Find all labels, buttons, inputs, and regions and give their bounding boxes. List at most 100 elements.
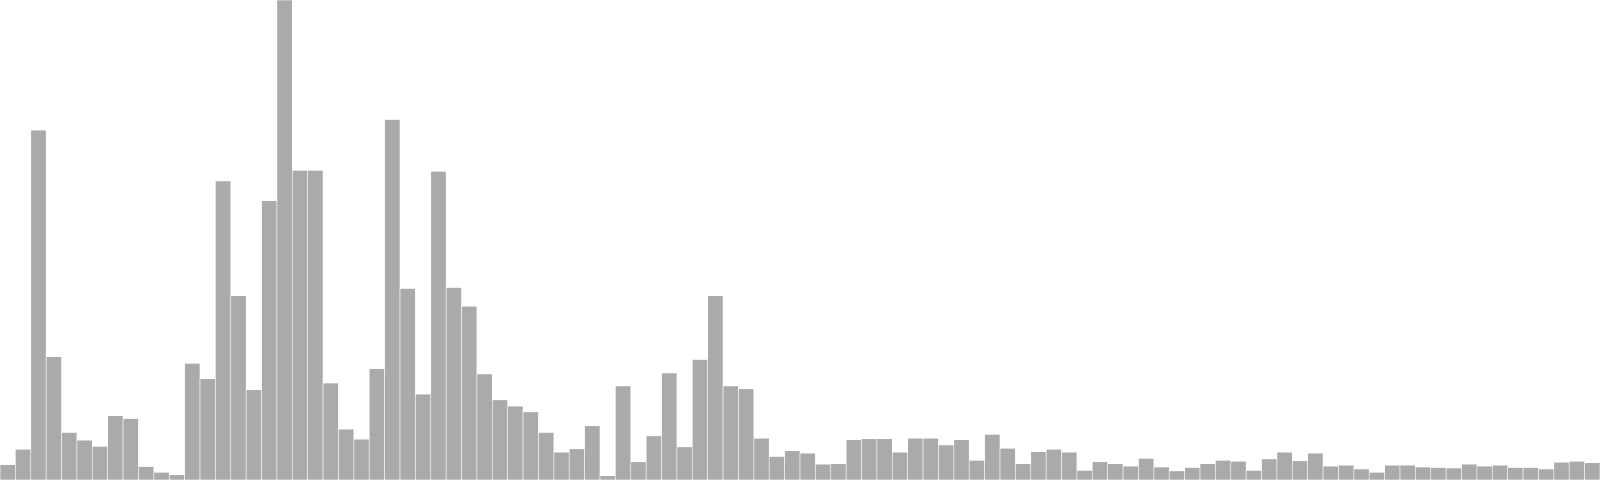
bar (1030, 451, 1047, 480)
bar (476, 373, 493, 480)
bar (45, 356, 62, 480)
bar (953, 439, 970, 480)
bar (538, 432, 555, 480)
bar (292, 170, 308, 480)
bar (1076, 470, 1093, 480)
bar (1476, 465, 1493, 480)
bar (445, 287, 462, 480)
bar (353, 438, 370, 480)
bar (1461, 463, 1478, 480)
bar (922, 437, 939, 480)
bar (230, 295, 247, 480)
bar (76, 439, 93, 480)
bar (1584, 462, 1600, 480)
bar (892, 451, 908, 480)
bar (1168, 470, 1185, 480)
bar (384, 119, 401, 480)
bar (599, 475, 616, 480)
bar (492, 399, 508, 480)
bar (61, 432, 78, 480)
bar (30, 129, 47, 480)
bar (184, 363, 201, 480)
bar (1338, 464, 1355, 480)
bar (722, 385, 739, 480)
bar (1215, 460, 1232, 480)
bar (1507, 467, 1524, 480)
bar (15, 448, 32, 480)
bar (584, 425, 601, 480)
bar (338, 428, 355, 480)
bar (1445, 467, 1462, 480)
bar (1322, 465, 1339, 480)
bar (1045, 448, 1062, 480)
bar (461, 305, 478, 480)
bar (1230, 460, 1247, 480)
bar (1368, 472, 1385, 480)
bar (1153, 466, 1170, 480)
bar (322, 382, 339, 480)
bar (399, 288, 416, 480)
bar (861, 438, 878, 480)
bar (1430, 467, 1447, 480)
bar (799, 452, 816, 480)
bar (1522, 467, 1539, 480)
bar (1261, 458, 1278, 480)
bar (984, 434, 1001, 480)
bar (92, 446, 108, 480)
bar (768, 456, 785, 480)
bar (876, 438, 893, 480)
bar (1245, 470, 1262, 480)
bar (1399, 464, 1416, 480)
bar (307, 170, 324, 480)
bar (1015, 463, 1032, 480)
bar (753, 437, 770, 480)
bar (1092, 461, 1108, 480)
bar (815, 463, 832, 480)
bar (1061, 451, 1078, 480)
bar (938, 444, 955, 480)
bar (430, 171, 447, 480)
bar (999, 448, 1016, 480)
bar (215, 180, 232, 480)
bar (1292, 460, 1308, 480)
bar (153, 472, 170, 480)
bar (1307, 452, 1324, 480)
bar (830, 463, 847, 480)
bar (738, 388, 755, 480)
bar (615, 385, 632, 480)
bar (1107, 463, 1124, 480)
bar (368, 368, 385, 480)
bar (245, 389, 262, 480)
bar (1553, 461, 1570, 480)
bar (661, 372, 678, 480)
bar (522, 411, 539, 480)
bar (122, 418, 139, 480)
bar (138, 466, 155, 480)
bar (107, 415, 124, 480)
bar (968, 460, 985, 480)
bar (784, 450, 801, 480)
bar (568, 448, 585, 480)
bar (845, 439, 862, 480)
bar (1184, 467, 1201, 480)
bar (1122, 465, 1139, 480)
bar (1384, 464, 1401, 480)
bar (1492, 464, 1508, 480)
bar (1538, 468, 1555, 480)
bar (261, 200, 278, 480)
bar (415, 393, 432, 480)
bar (168, 474, 185, 480)
bar (630, 461, 647, 480)
bar (1568, 460, 1585, 480)
bar (645, 435, 662, 480)
bar (553, 451, 570, 480)
bar (1276, 451, 1293, 480)
bar (692, 359, 708, 480)
bar (907, 437, 924, 480)
bar (199, 378, 216, 480)
bar (276, 0, 293, 480)
bar (507, 405, 524, 480)
bar (1199, 463, 1216, 480)
